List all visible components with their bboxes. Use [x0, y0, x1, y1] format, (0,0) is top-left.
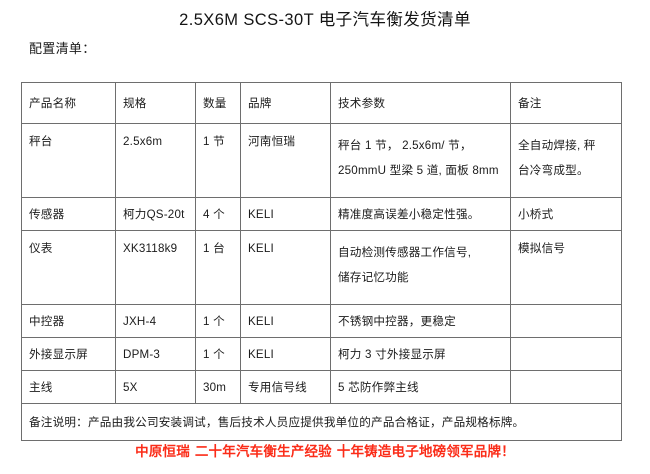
tech-line-2: 储存记忆功能 — [338, 271, 409, 284]
specification-table: 产品名称 规格 数量 品牌 技术参数 备注 秤台 2.5x6m 1 节 河南恒瑞… — [21, 82, 622, 441]
cell-brand: KELI — [240, 197, 331, 231]
cell-remark — [510, 304, 622, 338]
cell-brand: KELI — [240, 337, 331, 371]
column-header-name: 产品名称 — [21, 82, 116, 124]
cell-product-name: 主线 — [21, 370, 116, 404]
cell-quantity: 1 个 — [195, 304, 241, 338]
config-list-label: 配置清单： — [29, 41, 96, 56]
cell-product-name: 仪表 — [21, 230, 116, 305]
cell-remark: 全自动焊接, 秤 台冷弯成型。 — [510, 123, 622, 198]
cell-quantity: 1 节 — [195, 123, 241, 198]
cell-quantity: 4 个 — [195, 197, 241, 231]
tech-line-2: 250mmU 型梁 5 道, 面板 8mm — [338, 164, 499, 177]
page-title: 2.5X6M SCS-30T 电子汽车衡发货清单 — [179, 11, 471, 29]
cell-product-name: 外接显示屏 — [21, 337, 116, 371]
cell-brand: KELI — [240, 304, 331, 338]
cell-tech-params: 5 芯防作弊主线 — [330, 370, 511, 404]
table-row: 秤台 2.5x6m 1 节 河南恒瑞 秤台 1 节， 2.5x6m/ 节， 25… — [21, 123, 622, 198]
cell-product-name: 秤台 — [21, 123, 116, 198]
column-header-brand: 品牌 — [240, 82, 331, 124]
cell-spec: 5X — [115, 370, 196, 404]
table-row: 主线 5X 30m 专用信号线 5 芯防作弊主线 — [21, 370, 622, 404]
cell-tech-params: 秤台 1 节， 2.5x6m/ 节， 250mmU 型梁 5 道, 面板 8mm — [330, 123, 511, 198]
footer-note-cell: 备注说明：产品由我公司安装调试，售后技术人员应提供我单位的产品合格证，产品规格标… — [21, 403, 622, 441]
cell-quantity: 1 台 — [195, 230, 241, 305]
column-header-remark: 备注 — [510, 82, 622, 124]
table-row: 中控器 JXH-4 1 个 KELI 不锈钢中控器，更稳定 — [21, 304, 622, 338]
tech-line-1: 自动检测传感器工作信号, — [338, 246, 472, 259]
cell-spec: 柯力QS-20t — [115, 197, 196, 231]
table-footer-note-row: 备注说明：产品由我公司安装调试，售后技术人员应提供我单位的产品合格证，产品规格标… — [21, 403, 622, 441]
cell-brand: 专用信号线 — [240, 370, 331, 404]
cell-spec: XK3118k9 — [115, 230, 196, 305]
cell-quantity: 30m — [195, 370, 241, 404]
table-row: 外接显示屏 DPM-3 1 个 KELI 柯力 3 寸外接显示屏 — [21, 337, 622, 371]
table-header-row: 产品名称 规格 数量 品牌 技术参数 备注 — [21, 82, 622, 124]
cell-quantity: 1 个 — [195, 337, 241, 371]
cell-tech-params: 自动检测传感器工作信号, 储存记忆功能 — [330, 230, 511, 305]
table-row: 仪表 XK3118k9 1 台 KELI 自动检测传感器工作信号, 储存记忆功能… — [21, 230, 622, 305]
cell-spec: 2.5x6m — [115, 123, 196, 198]
cell-product-name: 中控器 — [21, 304, 116, 338]
company-slogan: 中原恒瑞 二十年汽车衡生产经验 十年铸造电子地磅领军品牌！ — [135, 444, 515, 460]
cell-remark — [510, 337, 622, 371]
table-row: 传感器 柯力QS-20t 4 个 KELI 精准度高误差小稳定性强。 小桥式 — [21, 197, 622, 231]
cell-tech-params: 精准度高误差小稳定性强。 — [330, 197, 511, 231]
column-header-tech: 技术参数 — [330, 82, 511, 124]
tech-line-1: 秤台 1 节， 2.5x6m/ 节， — [338, 139, 472, 152]
cell-spec: JXH-4 — [115, 304, 196, 338]
cell-brand: 河南恒瑞 — [240, 123, 331, 198]
remark-line-2: 台冷弯成型。 — [518, 164, 589, 177]
cell-remark: 模拟信号 — [510, 230, 622, 305]
cell-tech-params: 柯力 3 寸外接显示屏 — [330, 337, 511, 371]
cell-tech-params: 不锈钢中控器，更稳定 — [330, 304, 511, 338]
column-header-qty: 数量 — [195, 82, 241, 124]
cell-remark: 小桥式 — [510, 197, 622, 231]
cell-remark — [510, 370, 622, 404]
cell-product-name: 传感器 — [21, 197, 116, 231]
remark-line-1: 全自动焊接, 秤 — [518, 139, 596, 152]
footer-note-text: 备注说明：产品由我公司安装调试，售后技术人员应提供我单位的产品合格证，产品规格标… — [29, 415, 525, 429]
cell-brand: KELI — [240, 230, 331, 305]
column-header-spec: 规格 — [115, 82, 196, 124]
cell-spec: DPM-3 — [115, 337, 196, 371]
